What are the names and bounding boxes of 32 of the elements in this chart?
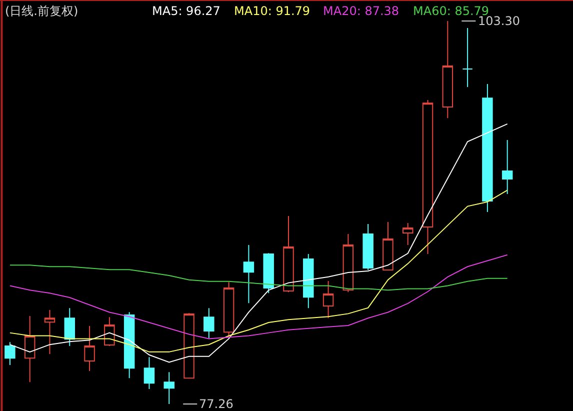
candlestick xyxy=(24,316,36,383)
candlestick xyxy=(84,326,95,372)
text: MA10: 91.79 xyxy=(234,4,310,18)
candlestick xyxy=(422,99,434,254)
candlestick xyxy=(303,253,314,309)
candlestick xyxy=(223,282,234,338)
candlestick xyxy=(124,312,135,379)
chart-title: (日线.前复权) xyxy=(5,4,78,18)
candlestick xyxy=(322,280,334,319)
candlestick xyxy=(64,308,76,347)
candlestick xyxy=(382,222,394,271)
candlestick xyxy=(342,233,354,293)
candlestick xyxy=(263,252,274,294)
annotation: 103.30 xyxy=(478,14,520,28)
candlestick xyxy=(144,356,155,390)
candlestick xyxy=(184,312,194,379)
candlestick xyxy=(402,222,414,246)
annotation: 77.26 xyxy=(199,397,234,411)
candlestick xyxy=(4,342,16,366)
candlestick xyxy=(362,223,374,271)
candlestick xyxy=(104,316,115,347)
text: MA20: 87.38 xyxy=(323,4,400,18)
candlestick xyxy=(243,244,254,304)
candlestick xyxy=(462,28,473,88)
candlestick xyxy=(164,372,174,404)
candlestick xyxy=(502,139,513,194)
text: MA5: 96.27 xyxy=(152,4,220,18)
candlestick xyxy=(283,216,294,293)
candlestick xyxy=(482,83,493,213)
candlestick xyxy=(44,310,56,354)
candlestick xyxy=(204,308,214,339)
candlestick xyxy=(442,20,454,119)
